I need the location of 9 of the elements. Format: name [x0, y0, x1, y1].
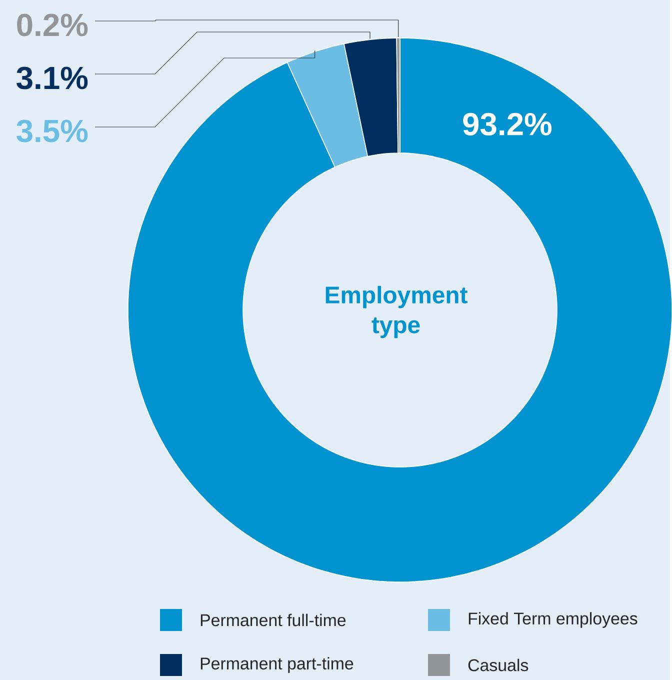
text: Employment type [326, 286, 468, 338]
data-label: 0.2% [16, 14, 88, 36]
data-label: 3.5% [16, 120, 88, 142]
legend-label: Fixed Term employees [468, 612, 638, 628]
data-label: 3.1% [16, 66, 88, 90]
data-label: 93.2% [462, 112, 552, 136]
legend-label: Permanent part-time [200, 657, 353, 673]
legend-label: Permanent full-time [200, 614, 346, 626]
legend-label: Casuals [468, 658, 528, 672]
